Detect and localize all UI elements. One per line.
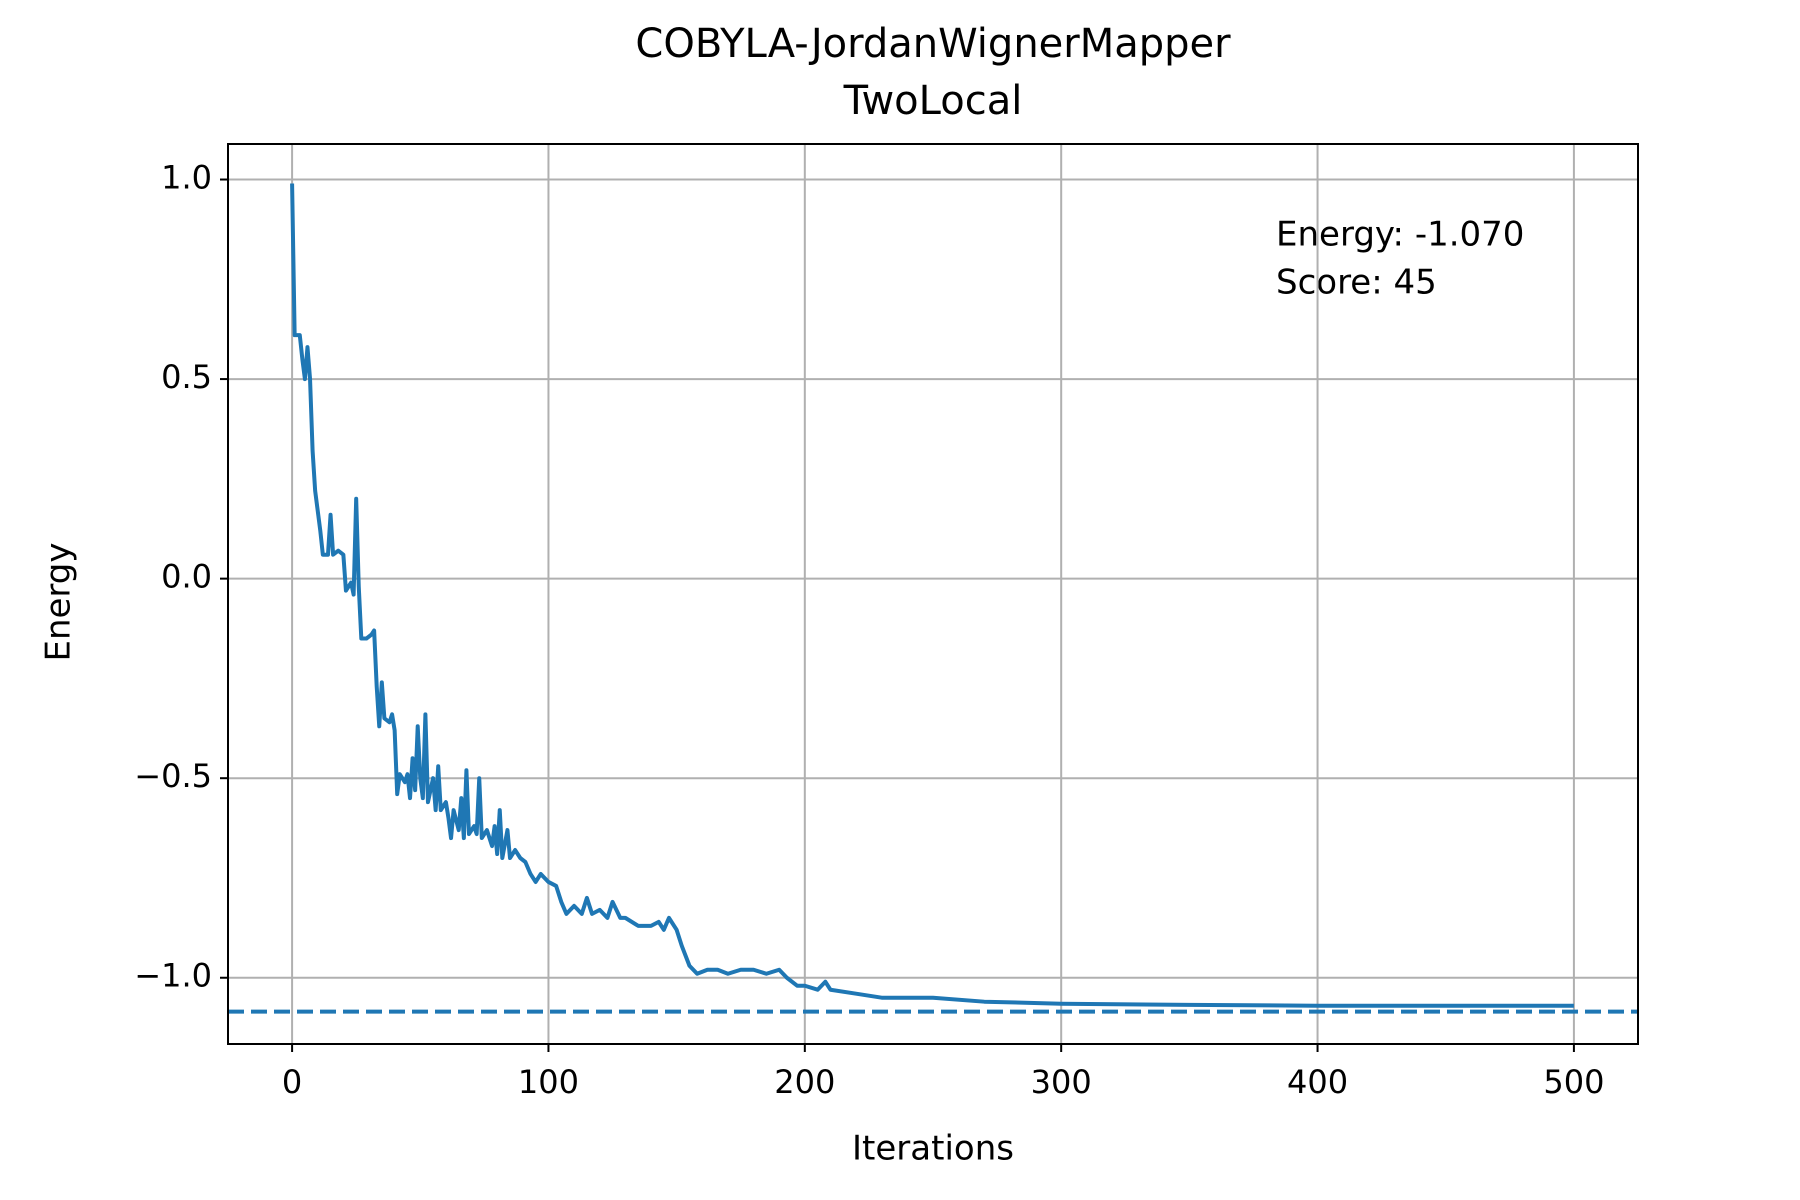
annotation: Score: 45	[1276, 263, 1437, 303]
y-tick-label: 0.5	[161, 358, 212, 396]
y-tick-label: 0.0	[161, 558, 212, 596]
annotation: Energy: -1.070	[1276, 215, 1524, 255]
chart-title: COBYLA-JordanWignerMapper	[635, 21, 1231, 67]
y-tick-label: −1.0	[134, 957, 212, 995]
y-tick-label: −0.5	[134, 757, 212, 795]
chart-subtitle: TwoLocal	[843, 78, 1023, 124]
x-tick-label: 0	[282, 1063, 302, 1101]
x-tick-label: 100	[518, 1063, 579, 1101]
x-tick-label: 200	[774, 1063, 835, 1101]
y-tick-label: 1.0	[161, 159, 212, 197]
y-axis-label: Energy	[39, 542, 79, 661]
plot-frame	[227, 143, 1639, 1045]
x-tick-label: 400	[1287, 1063, 1348, 1101]
x-tick-label: 500	[1543, 1063, 1604, 1101]
x-tick-label: 300	[1031, 1063, 1092, 1101]
data-line	[290, 183, 1574, 1008]
x-axis-label: Iterations	[852, 1129, 1014, 1169]
